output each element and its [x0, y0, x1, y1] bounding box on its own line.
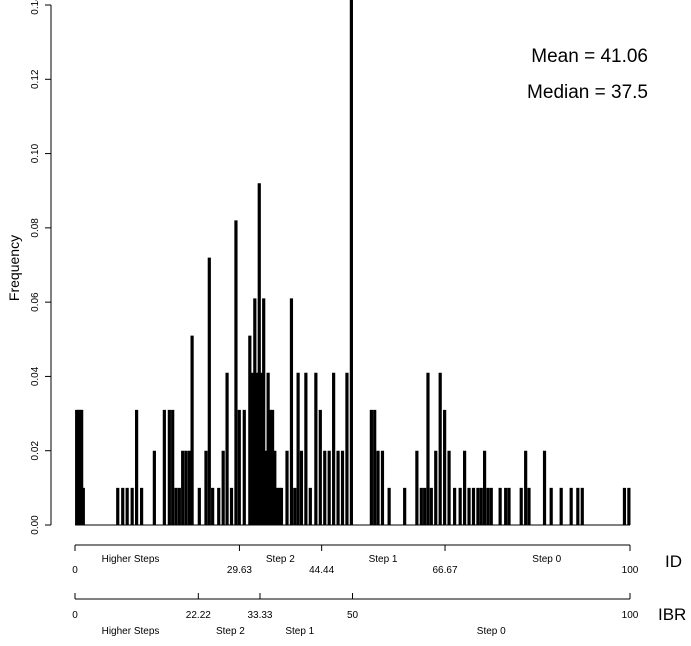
y-tick-label: 0.12: [30, 69, 41, 89]
y-tick-label: 0.06: [30, 292, 41, 312]
y-axis: 0.00 0.02 0.04 0.06 0.08 0.10 0.12 0.14: [30, 0, 52, 535]
y-tick-label: 0.00: [30, 515, 41, 535]
ibr-region-label: Step 1: [285, 626, 314, 637]
mean-annotation: Mean = 41.06: [531, 46, 648, 67]
id-region-label: Higher Steps: [102, 554, 160, 565]
id-region-label: Step 0: [532, 554, 561, 565]
id-axis: 0 29.63 44.44 66.67 100 Higher Steps Step 2 Ste…: [72, 544, 639, 576]
y-tick-label: 0.10: [30, 143, 41, 163]
y-tick-label: 0.02: [30, 441, 41, 461]
ibr-tick-label: 22.22: [186, 610, 211, 621]
id-axis-label: ID: [665, 552, 682, 571]
y-tick-label: 0.14: [30, 0, 41, 15]
ibr-axis: 0 22.22 33.33 50 100 Higher Steps Step 2 Step 1…: [72, 593, 639, 637]
ibr-tick-label: 100: [622, 610, 639, 621]
id-tick-label: 29.63: [227, 565, 252, 576]
id-tick-label: 100: [622, 565, 639, 576]
y-tick-label: 0.04: [30, 366, 41, 386]
ibr-region-label: Higher Steps: [102, 626, 160, 637]
y-tick-label: 0.08: [30, 218, 41, 238]
id-tick-label: 0: [72, 565, 78, 576]
ibr-tick-label: 33.33: [247, 610, 272, 621]
ibr-tick-label: 50: [347, 610, 359, 621]
id-region-label: Step 2: [266, 554, 295, 565]
ibr-region-label: Step 2: [216, 626, 245, 637]
id-tick-label: 44.44: [309, 565, 334, 576]
id-region-label: Step 1: [369, 554, 398, 565]
ibr-region-label: Step 0: [477, 626, 506, 637]
y-axis-label: Frequency: [6, 235, 22, 301]
ibr-axis-label: IBR: [658, 605, 686, 624]
id-tick-label: 66.67: [433, 565, 458, 576]
ibr-tick-label: 0: [72, 610, 78, 621]
bars-group: [75, 0, 631, 526]
median-annotation: Median = 37.5: [527, 82, 648, 103]
